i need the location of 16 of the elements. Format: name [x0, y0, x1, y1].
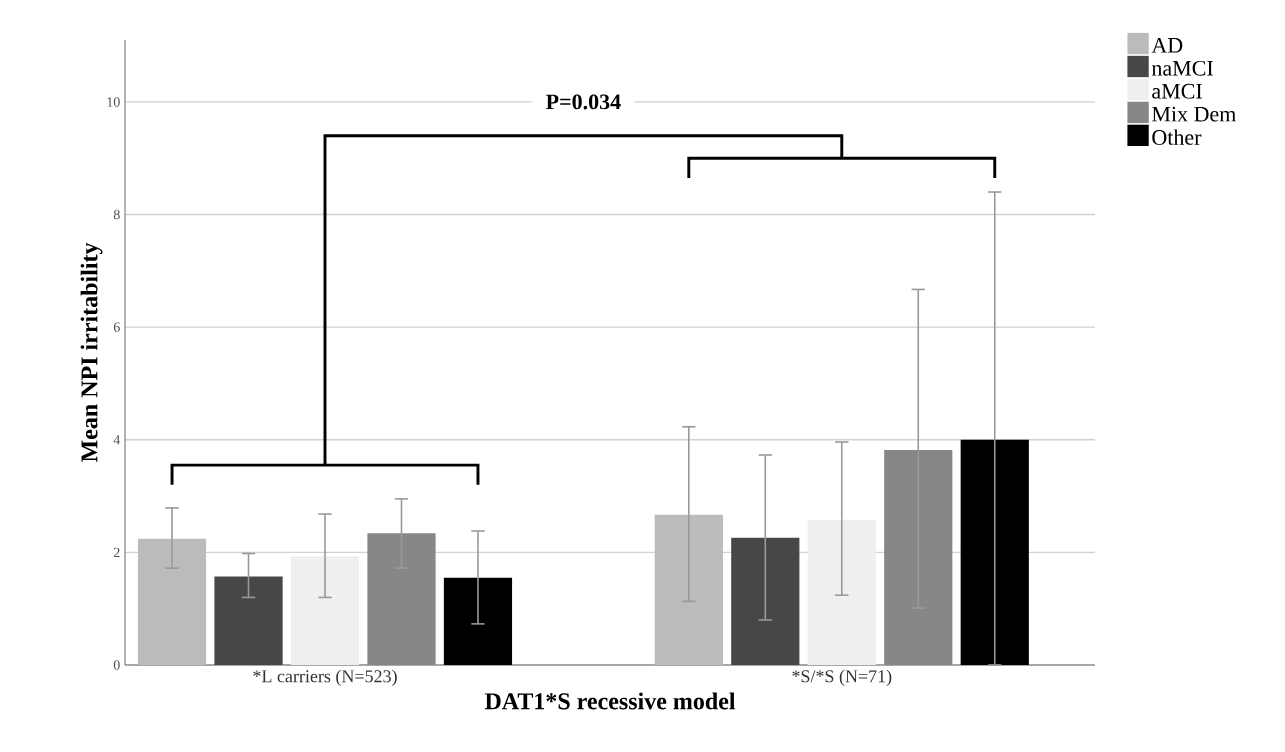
legend-label: Mix Dem	[1152, 106, 1236, 122]
y-tick-label: 8	[113, 209, 120, 220]
y-tick-label: 0	[113, 660, 120, 670]
annotation: P=0.034	[546, 94, 621, 110]
legend-label: naMCI	[1151, 60, 1213, 76]
legend-label: AD	[1151, 38, 1183, 53]
y-tick-label: 4	[113, 435, 121, 445]
y-tick-label: 2	[113, 547, 120, 558]
y-tick-label: 10	[107, 97, 120, 107]
legend-label: Other	[1152, 129, 1202, 145]
legend-label: aMCI	[1152, 83, 1202, 99]
x-tick-label: *L carriers (N=523)	[253, 669, 397, 687]
y-tick-label: 6	[113, 322, 120, 332]
y-axis-title: Mean NPI irritability	[80, 242, 103, 463]
x-axis-title: DAT1*S recessive model	[484, 692, 736, 710]
x-tick-label: *S/*S (N=71)	[792, 669, 892, 687]
